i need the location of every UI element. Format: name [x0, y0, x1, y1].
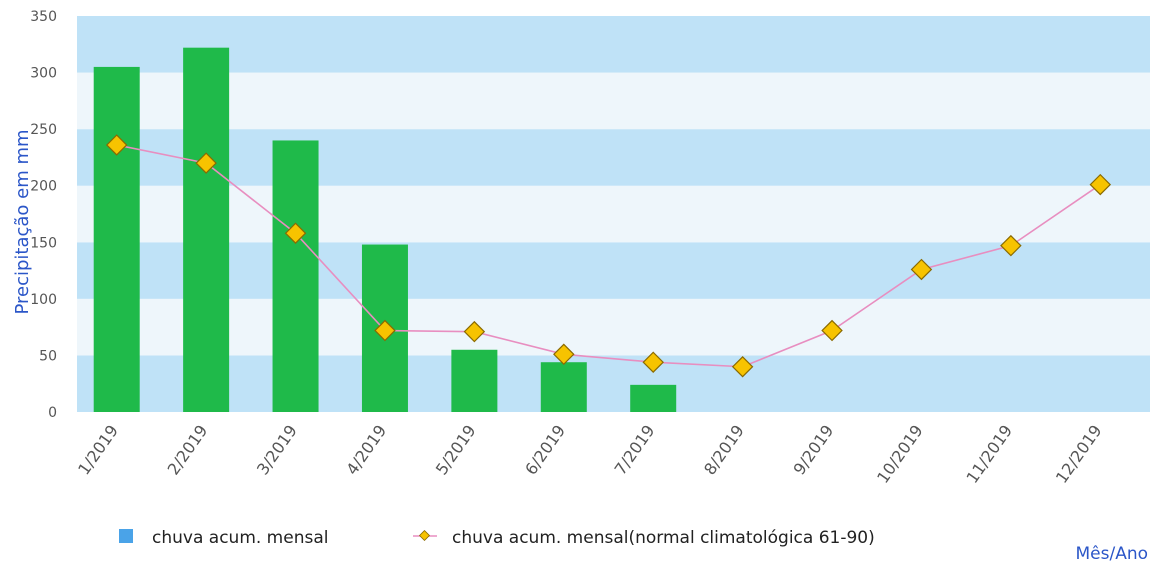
bar [630, 384, 677, 412]
bar [93, 66, 140, 413]
y-tick-label: 0 [48, 405, 57, 421]
bar [183, 47, 230, 413]
line-point [731, 355, 754, 378]
x-axis-label: Mês/Ano [1075, 544, 1148, 563]
x-tick-label: 9/2019 [789, 421, 837, 478]
y-axis-label: Precipitação em mm [12, 129, 33, 314]
background-band [77, 355, 1150, 412]
line-point [374, 319, 396, 342]
line-point [284, 222, 307, 244]
background-band [77, 185, 1150, 243]
background-band [77, 298, 1150, 356]
line-point [463, 320, 486, 343]
y-tick-label: 200 [30, 179, 57, 195]
legend: chuva acum. mensal chuva acum. mensal(no… [119, 528, 875, 548]
line-point [642, 351, 664, 373]
x-tick-label: 1/2019 [74, 421, 122, 478]
y-tick-label: 350 [30, 9, 57, 25]
x-tick-label: 4/2019 [342, 421, 390, 478]
x-tick-label: 11/2019 [962, 421, 1016, 486]
y-tick-label: 250 [30, 122, 57, 138]
line-point [1000, 234, 1022, 257]
x-tick-label: 7/2019 [611, 421, 659, 478]
x-tick-label: 5/2019 [432, 421, 480, 478]
line-point [553, 343, 575, 366]
line-series [105, 134, 1112, 378]
y-tick-label: 50 [39, 348, 57, 364]
x-axis-ticks: 1/2019 2/2019 3/2019 4/2019 5/2019 6/2019 7/20… [74, 421, 1105, 486]
x-tick-label: 10/2019 [873, 421, 927, 486]
line-point [195, 152, 217, 174]
y-axis-ticks: 0 50 100 150 200 250 300 350 [30, 9, 57, 421]
background-bands [77, 16, 1150, 412]
line-point [821, 319, 843, 342]
series-line [116, 144, 1101, 368]
line-point [1089, 173, 1112, 196]
bar [540, 362, 587, 412]
y-tick-label: 100 [30, 292, 57, 308]
legend-swatch-bar [119, 529, 133, 543]
bar [272, 140, 319, 412]
bar [451, 349, 498, 412]
background-band [77, 72, 1150, 130]
x-tick-label: 3/2019 [253, 421, 301, 478]
background-band [77, 129, 1150, 186]
y-tick-label: 150 [30, 235, 57, 251]
legend-marker-line [418, 529, 431, 542]
background-band [77, 16, 1150, 73]
x-tick-label: 8/2019 [700, 421, 748, 478]
background-band [77, 242, 1150, 299]
line-point [910, 258, 933, 281]
x-tick-label: 2/2019 [164, 421, 212, 478]
line-point [105, 134, 128, 156]
x-tick-label: 6/2019 [521, 421, 569, 478]
y-tick-label: 300 [30, 66, 57, 82]
x-tick-label: 12/2019 [1052, 421, 1106, 486]
legend-label-bar: chuva acum. mensal [152, 528, 328, 548]
legend-label-line: chuva acum. mensal(normal climatológica … [452, 528, 875, 548]
